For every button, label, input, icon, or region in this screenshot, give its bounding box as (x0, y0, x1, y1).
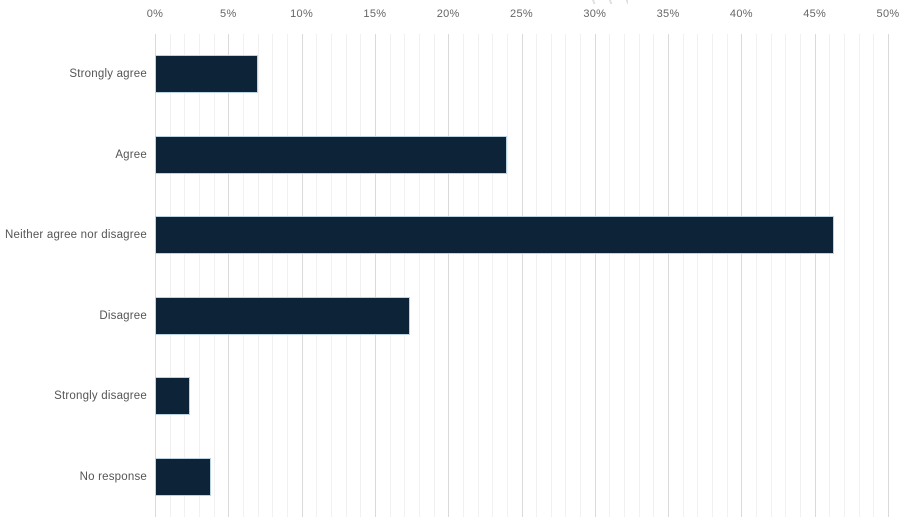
bar-strongly-agree[interactable] (155, 55, 258, 94)
minor-gridline (770, 34, 772, 517)
bar-row (155, 356, 888, 437)
minor-gridline (829, 34, 831, 517)
minor-gridline (550, 34, 552, 517)
x-tick-label: 0% (146, 8, 164, 20)
major-gridline (814, 34, 816, 517)
major-gridline (448, 34, 450, 517)
major-gridline (521, 34, 523, 517)
x-tick-label: 20% (436, 8, 460, 20)
minor-gridline (536, 34, 538, 517)
minor-gridline (624, 34, 626, 517)
plot-area (155, 34, 889, 518)
minor-gridline (242, 34, 244, 517)
minor-gridline (330, 34, 332, 517)
bar-row (155, 34, 888, 115)
minor-gridline (257, 34, 259, 517)
major-gridline (888, 34, 889, 517)
bar-row (155, 437, 888, 518)
minor-gridline (272, 34, 274, 517)
bar-neither-agree-nor-disagree[interactable] (155, 216, 834, 255)
minor-gridline (726, 34, 728, 517)
x-tick-label: 35% (656, 8, 680, 20)
category-label-strongly-disagree: Strongly disagree (54, 390, 147, 403)
minor-gridline (345, 34, 347, 517)
minor-gridline (360, 34, 362, 517)
x-tick-label: 50% (876, 8, 900, 20)
x-tick-label: 45% (803, 8, 827, 20)
major-gridline (301, 34, 303, 517)
minor-gridline (286, 34, 288, 517)
minor-gridline (492, 34, 494, 517)
minor-gridline (873, 34, 875, 517)
minor-gridline (389, 34, 391, 517)
category-label-strongly-agree: Strongly agree (69, 68, 147, 81)
minor-gridline (800, 34, 802, 517)
category-label-no-response: No response (79, 470, 147, 483)
minor-gridline (756, 34, 758, 517)
x-tick-label: 40% (729, 8, 753, 20)
category-label-disagree: Disagree (99, 309, 147, 322)
minor-gridline (213, 34, 215, 517)
major-gridline (228, 34, 230, 517)
minor-gridline (184, 34, 186, 517)
x-tick-label: 10% (290, 8, 314, 20)
x-tick-label: 5% (220, 8, 237, 20)
minor-gridline (462, 34, 464, 517)
minor-gridline (697, 34, 699, 517)
minor-gridline (418, 34, 420, 517)
major-gridline (668, 34, 670, 517)
minor-gridline (506, 34, 508, 517)
bar-agree[interactable] (155, 135, 507, 174)
bar-row (155, 276, 888, 357)
clipped-title-fragment (586, 0, 628, 4)
x-tick-label: 15% (363, 8, 387, 20)
minor-gridline (638, 34, 640, 517)
minor-gridline (712, 34, 714, 517)
x-tick-label: 25% (510, 8, 533, 20)
minor-gridline (682, 34, 684, 517)
major-gridline (594, 34, 596, 517)
bar-no-response[interactable] (155, 457, 211, 496)
minor-gridline (316, 34, 318, 517)
minor-gridline (844, 34, 846, 517)
minor-gridline (198, 34, 200, 517)
minor-gridline (477, 34, 479, 517)
bar-strongly-disagree[interactable] (155, 377, 191, 416)
minor-gridline (785, 34, 787, 517)
major-gridline (155, 34, 156, 517)
minor-gridline (653, 34, 655, 517)
minor-gridline (433, 34, 435, 517)
minor-gridline (169, 34, 171, 517)
category-label-neither-agree-nor-disagree: Neither agree nor disagree (4, 229, 147, 242)
bar-row (155, 195, 888, 276)
minor-gridline (404, 34, 406, 517)
x-tick-label: 30% (583, 8, 607, 20)
category-label-agree: Agree (115, 148, 147, 161)
bar-disagree[interactable] (155, 296, 411, 335)
minor-gridline (858, 34, 860, 517)
major-gridline (374, 34, 376, 517)
bar-row (155, 115, 888, 196)
minor-gridline (565, 34, 567, 517)
major-gridline (741, 34, 743, 517)
minor-gridline (609, 34, 611, 517)
minor-gridline (580, 34, 582, 517)
